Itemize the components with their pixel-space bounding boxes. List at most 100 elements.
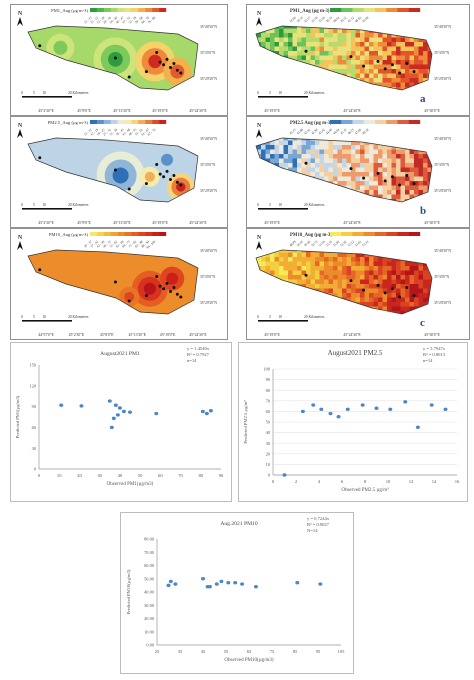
legend-swatch (110, 120, 118, 124)
y-tick-label: 100 (263, 367, 270, 372)
data-point (240, 582, 245, 586)
legend-swatch (96, 120, 105, 124)
station-dot (144, 182, 148, 186)
y-tick-label: 70.00 (144, 550, 155, 555)
data-point (59, 403, 64, 407)
legend-value: 88 - 94 (140, 239, 150, 248)
legend-swatch (131, 232, 139, 236)
data-point (117, 406, 122, 410)
map-pm25-satellite: N PM2.5 Aug (µg m-3) 41.15 41.86 42.41 42.84 4… (246, 116, 470, 228)
legend-swatch (145, 120, 153, 124)
station-dot (38, 268, 42, 272)
scale-bar (22, 96, 72, 98)
data-point (121, 409, 126, 414)
x-tick-label: 4 (318, 479, 321, 484)
station-dot (168, 66, 172, 70)
scale-label: 5 (269, 91, 271, 95)
y-tick-label: 40.00 (144, 590, 155, 595)
station-dot (362, 288, 366, 292)
data-point (109, 425, 114, 430)
x-tick-label: 0 (272, 479, 275, 484)
y-tick-label: 0 (34, 467, 37, 472)
legend-value: 12 - 19 (90, 127, 100, 136)
scale-bar (258, 208, 308, 210)
data-point (311, 403, 316, 407)
legend-swatch (352, 120, 364, 124)
legend-swatch (341, 232, 353, 236)
latitude-label: 35°29'30"N (434, 77, 451, 81)
north-label: N (257, 11, 262, 17)
legend-value: 42.84 (310, 127, 318, 135)
legend-swatch (330, 232, 342, 236)
legend-value: 28 - 34 (102, 15, 112, 24)
legend-value: 43.42 (318, 127, 326, 135)
legend-swatch (159, 8, 167, 12)
legend-value: 40 - 47 (115, 15, 125, 24)
legend-value: 31 - 36 (109, 127, 119, 136)
data-point (415, 425, 420, 429)
scatter-chart-pm1: August2021 PM1 y = 1.4540x R² = 0.7927 n=14… (10, 342, 232, 502)
scatter-chart-pm25: August2021 PM2.5 y = 5.7947x R² = 0.8013 n=… (238, 342, 468, 502)
longitude-label: 45°8'0"E (77, 221, 91, 225)
legend-swatch (152, 120, 160, 124)
regression-equation: y = 0.7244x (307, 516, 330, 521)
scale-label: 10 (278, 315, 282, 319)
longitude-label: 45°19'0"E (264, 221, 280, 225)
scale-label: 10 (42, 91, 46, 95)
station-dot (405, 173, 409, 177)
longitude-label: 45°13'30"E (113, 221, 131, 225)
station-dot (398, 183, 402, 187)
latitude-label: 35°40'30"N (434, 137, 451, 141)
chart-title: August2021 PM1 (100, 351, 140, 357)
legend-value: 49.18 (361, 127, 369, 135)
station-dot (168, 290, 172, 294)
station-dot (175, 180, 179, 184)
station-dot (390, 63, 394, 67)
legend-value: 41.86 (296, 127, 304, 135)
legend-swatch (408, 120, 421, 124)
station-dot (376, 283, 380, 287)
longitude-label: 45°24'30"E (343, 221, 361, 225)
data-point (295, 581, 300, 585)
longitude-label: 45°8'0"E (77, 109, 91, 113)
station-dot (158, 172, 162, 176)
data-point (173, 582, 178, 586)
panel-letter: c (420, 317, 425, 329)
latitude-label: 35°35'0"N (434, 163, 450, 167)
station-dot (179, 295, 183, 299)
station-dot (175, 292, 179, 296)
x-tick-label: 105 (338, 649, 346, 654)
y-tick-label: 70 (266, 398, 271, 403)
station-dot (383, 291, 387, 295)
data-point (374, 406, 379, 410)
station-dot (162, 287, 166, 291)
legend-value: 55 - 62 (109, 239, 119, 248)
r-squared: R² = 0.8013 (423, 352, 446, 357)
latitude-label: 35°40'30"N (200, 249, 217, 253)
north-arrow-icon: N (256, 235, 262, 250)
longitude-label: 44°57'0"E (38, 333, 54, 337)
y-tick-label: 60 (266, 409, 271, 414)
legend-value: 52 - 59 (128, 15, 138, 24)
x-tick-label: 85 (293, 649, 298, 654)
legend-value: 43 - 48 (121, 127, 131, 136)
legend-value: 47.66 (354, 127, 362, 135)
longitude-label: 45°24'30"E (189, 109, 207, 113)
latitude-label: 35°35'0"N (200, 275, 216, 279)
scale-bar (22, 208, 72, 210)
legend-swatch (375, 232, 387, 236)
legend-value: 53.33 (361, 239, 369, 247)
legend-value: 51.60 (332, 239, 340, 247)
station-dot (349, 55, 353, 59)
legend-swatch (397, 120, 409, 124)
legend-swatch (330, 120, 342, 124)
station-dot (412, 294, 416, 298)
x-tick-label: 30 (97, 473, 102, 478)
station-dot (362, 176, 366, 180)
legend-value: 69 - 75 (121, 239, 131, 248)
legend-value: 30.53 (296, 15, 304, 23)
legend-title: PM10_Aug (µg m-3) (49, 232, 89, 237)
legend-swatch (145, 232, 153, 236)
station-dot (113, 280, 117, 284)
data-point (282, 473, 287, 477)
